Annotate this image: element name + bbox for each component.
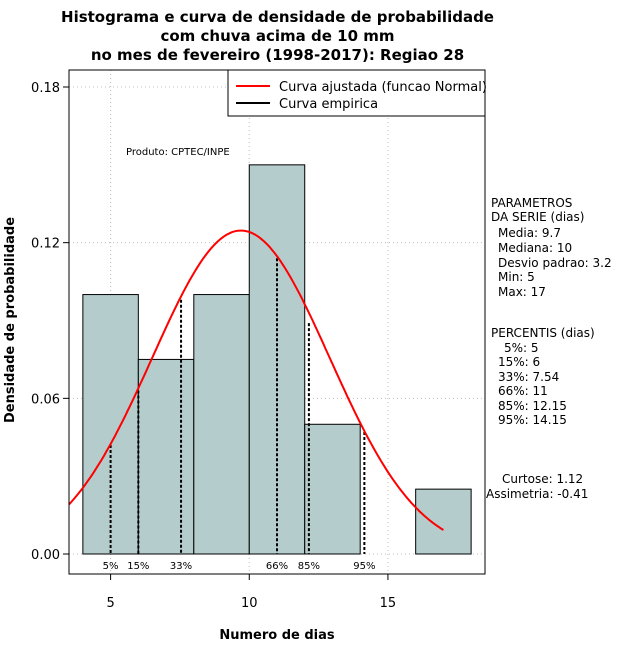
chart-title-line-3: no mes de fevereiro (1998-2017): Regiao … xyxy=(90,46,465,64)
x-tick-label: 5 xyxy=(106,596,114,611)
histogram-bar xyxy=(193,294,250,555)
percentile-label: 33% xyxy=(170,561,192,572)
percentil-66: 66%: 11 xyxy=(498,384,548,398)
chart-title-line-2: com chuva acima de 10 mm xyxy=(160,27,395,45)
parametros-header: PARAMETROS xyxy=(491,196,573,210)
product-annotation: Produto: CPTEC/INPE xyxy=(126,147,230,158)
stat-min: Min: 5 xyxy=(498,270,535,284)
percentil-33: 33%: 7.54 xyxy=(498,370,560,384)
normal-curve xyxy=(68,229,444,531)
stat-assimetria: Assimetria: -0.41 xyxy=(486,487,589,501)
chart-title-line-1: Histograma e curva de densidade de proba… xyxy=(61,8,494,26)
stat-mediana: Mediana: 10 xyxy=(498,241,573,255)
y-tick-label: 0.00 xyxy=(31,548,60,563)
x-tick-label: 15 xyxy=(380,596,397,611)
y-tick-label: 0.18 xyxy=(31,81,60,96)
stat-desvio: Desvio padrao: 3.2 xyxy=(498,256,612,270)
legend-label-curve: Curva ajustada (funcao Normal) xyxy=(279,80,487,95)
percentil-85: 85%: 12.15 xyxy=(498,399,567,413)
parametros-header-2: DA SERIE (dias) xyxy=(491,210,585,224)
histogram-bar xyxy=(304,423,361,555)
legend-box xyxy=(227,69,486,117)
y-axis-label: Densidade de probabilidade xyxy=(3,217,18,423)
histogram-bar xyxy=(137,358,195,555)
percentile-label: 15% xyxy=(127,561,149,572)
percentil-5: 5%: 5 xyxy=(504,341,539,355)
y-tick-label: 0.06 xyxy=(31,392,60,407)
stat-curtose: Curtose: 1.12 xyxy=(502,472,584,486)
x-axis-label: Numero de dias xyxy=(219,628,335,643)
x-tick-label: 10 xyxy=(241,596,258,611)
percentil-15: 15%: 6 xyxy=(498,355,541,369)
stat-media: Media: 9.7 xyxy=(498,226,561,240)
percentile-label: 5% xyxy=(103,561,119,572)
percentile-label: 66% xyxy=(266,561,288,572)
histogram-bar xyxy=(415,488,472,555)
percentile-label: 85% xyxy=(298,561,320,572)
legend-label-empirical: Curva empirica xyxy=(279,97,378,112)
stat-max: Max: 17 xyxy=(498,285,546,299)
y-tick-label: 0.12 xyxy=(31,237,60,252)
percentil-95: 95%: 14.15 xyxy=(498,413,567,427)
percentile-label: 95% xyxy=(353,561,375,572)
percentis-header: PERCENTIS (dias) xyxy=(491,326,595,340)
